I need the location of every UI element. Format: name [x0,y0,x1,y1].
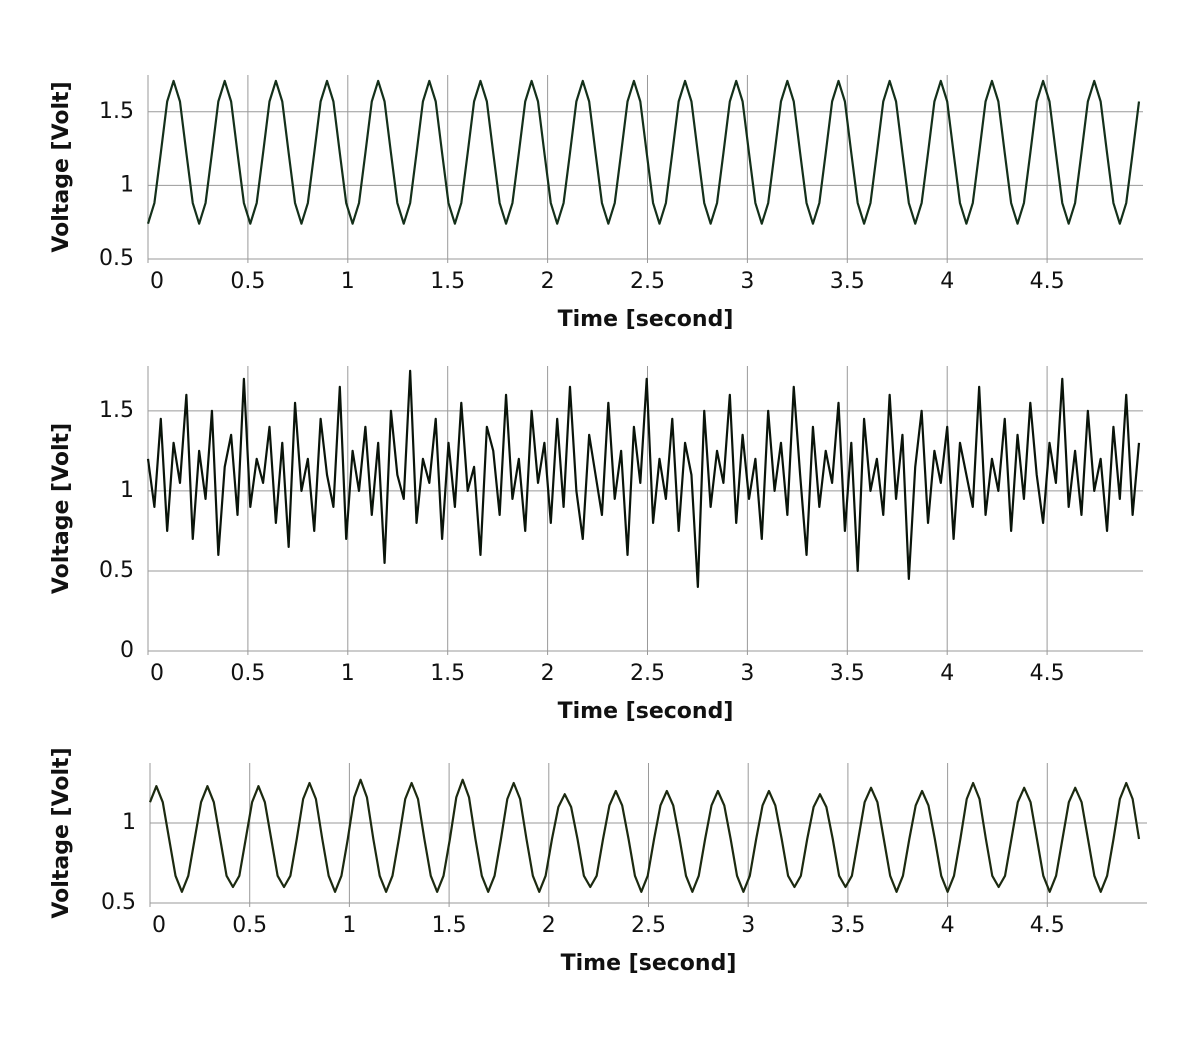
x-tick-label: 4 [940,269,954,294]
x-tick-label: 2 [541,269,555,294]
y-axis-title: Voltage [Volt] [49,81,74,252]
x-axis-title: Time [second] [558,699,734,724]
y-tick-label: 0.5 [99,246,134,271]
x-tick-label: 2.5 [630,661,665,686]
x-tick-label: 1.5 [432,913,467,938]
y-tick-label: 0 [120,638,134,663]
x-axis-title: Time [second] [558,307,734,332]
y-axis-title: Voltage [Volt] [49,747,74,918]
y-tick-label: 0.5 [101,890,136,915]
y-axis-title: Voltage [Volt] [49,423,74,594]
x-tick-label: 2.5 [631,913,666,938]
x-axis-title: Time [second] [561,951,737,976]
y-tick-label: 1 [120,172,134,197]
signal-line [146,79,1141,225]
x-tick-label: 0.5 [232,913,267,938]
x-tick-label: 4.5 [1030,661,1065,686]
x-tick-label: 1 [342,913,356,938]
x-tick-label: 1 [341,269,355,294]
x-tick-label: 3.5 [830,661,865,686]
x-tick-label: 4.5 [1030,913,1065,938]
x-tick-label: 0 [150,661,164,686]
x-tick-label: 2 [541,661,555,686]
y-tick-label: 1.5 [99,99,134,124]
signal-line [146,369,1141,589]
x-tick-label: 3.5 [830,269,865,294]
x-tick-label: 0.5 [230,661,265,686]
signal-line [148,778,1141,893]
x-tick-label: 2.5 [630,269,665,294]
x-tick-label: 3.5 [830,913,865,938]
x-tick-label: 4.5 [1030,269,1065,294]
x-tick-label: 3 [740,269,754,294]
x-tick-label: 1.5 [430,269,465,294]
x-tick-label: 1 [341,661,355,686]
x-tick-label: 2 [542,913,556,938]
x-tick-label: 3 [741,913,755,938]
x-tick-label: 4 [940,661,954,686]
x-tick-label: 0 [150,269,164,294]
y-tick-label: 1 [122,810,136,835]
x-tick-label: 3 [740,661,754,686]
x-tick-label: 0 [152,913,166,938]
x-tick-label: 1.5 [430,661,465,686]
x-tick-label: 0.5 [230,269,265,294]
y-tick-label: 0.5 [99,558,134,583]
y-tick-label: 1.5 [99,398,134,423]
y-tick-label: 1 [120,478,134,503]
x-tick-label: 4 [941,913,955,938]
